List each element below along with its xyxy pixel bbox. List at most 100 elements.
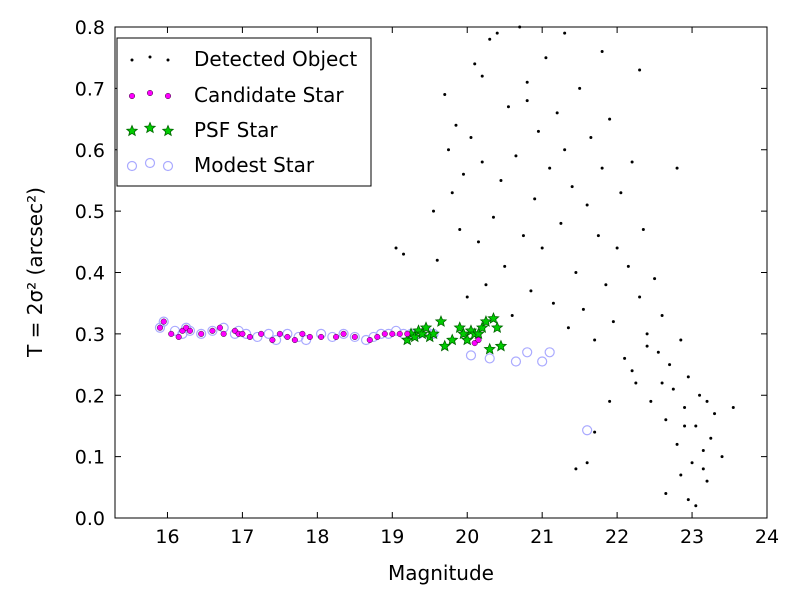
detected-object-point bbox=[698, 393, 702, 397]
detected-object-point bbox=[690, 461, 694, 465]
candidate-star-point bbox=[168, 330, 175, 337]
detected-object-point bbox=[499, 178, 503, 182]
y-tick-label: 0.5 bbox=[75, 201, 105, 223]
modest-star-point bbox=[522, 347, 533, 358]
modest-star-point bbox=[510, 356, 522, 367]
detected-object-point bbox=[450, 191, 454, 195]
detected-object-point bbox=[660, 381, 664, 385]
detected-object-point bbox=[626, 264, 630, 268]
detected-object-point bbox=[686, 375, 690, 379]
detected-object-point bbox=[638, 295, 642, 299]
candidate-star-point bbox=[239, 330, 246, 337]
detected-object-point bbox=[435, 258, 439, 262]
detected-object-point bbox=[566, 326, 570, 330]
candidate-star-point bbox=[156, 324, 163, 331]
y-tick-label: 0.6 bbox=[75, 140, 105, 162]
detected-object-point bbox=[630, 369, 634, 373]
candidate-star-point bbox=[246, 333, 253, 340]
detected-object-point bbox=[495, 31, 499, 35]
modest-star-point bbox=[338, 328, 349, 339]
x-tick-label: 19 bbox=[380, 526, 404, 548]
detected-object-point bbox=[574, 467, 578, 471]
psf-star-point bbox=[427, 327, 440, 340]
x-tick-label: 24 bbox=[755, 526, 779, 548]
detected-object-point bbox=[608, 399, 612, 403]
detected-object-point bbox=[600, 50, 604, 54]
legend-marker-candidate bbox=[146, 89, 153, 96]
detected-object-point bbox=[713, 412, 717, 416]
candidate-star-point bbox=[198, 330, 205, 337]
candidate-star-point bbox=[186, 327, 193, 334]
detected-object-point bbox=[476, 240, 480, 244]
candidate-star-point bbox=[475, 337, 482, 344]
psf-star-point bbox=[479, 315, 493, 327]
detected-object-point bbox=[630, 160, 634, 164]
candidate-star-point bbox=[333, 333, 340, 340]
detected-object-point bbox=[555, 111, 559, 115]
detected-object-point bbox=[705, 479, 709, 483]
candidate-star-point bbox=[404, 330, 411, 337]
detected-object-point bbox=[623, 356, 627, 360]
legend-box bbox=[116, 37, 372, 187]
y-tick-label: 0.1 bbox=[75, 447, 105, 469]
candidate-star-series bbox=[156, 318, 482, 347]
legend-label-psf: PSF Star bbox=[194, 118, 278, 142]
modest-star-point bbox=[196, 328, 207, 339]
detected-object-point bbox=[709, 436, 713, 440]
detected-object-point bbox=[619, 191, 623, 195]
modest-star-point bbox=[537, 356, 548, 367]
detected-object-point bbox=[503, 264, 507, 268]
detected-object-point bbox=[585, 461, 589, 465]
legend-marker-detected bbox=[166, 58, 170, 62]
detected-object-point bbox=[480, 160, 484, 164]
x-tick-label: 18 bbox=[305, 526, 329, 548]
legend-marker-modest bbox=[144, 157, 156, 169]
psf-star-point bbox=[408, 330, 421, 343]
x-tick-label: 22 bbox=[605, 526, 629, 548]
modest-star-point bbox=[158, 316, 169, 327]
x-tick-label: 23 bbox=[680, 526, 704, 548]
detected-object-point bbox=[394, 246, 398, 250]
detected-object-point bbox=[701, 467, 705, 471]
modest-star-point bbox=[207, 325, 218, 336]
detected-object-point bbox=[458, 228, 462, 232]
psf-star-point bbox=[446, 333, 459, 346]
candidate-star-point bbox=[216, 324, 223, 331]
detected-object-point bbox=[551, 301, 555, 305]
psf-star-point bbox=[453, 321, 466, 334]
detected-object-point bbox=[559, 221, 563, 225]
legend-label-candidate: Candidate Star bbox=[194, 83, 344, 107]
modest-star-point bbox=[263, 328, 274, 339]
detected-object-point bbox=[638, 68, 642, 72]
psf-star-point bbox=[487, 311, 500, 324]
detected-object-point bbox=[402, 252, 406, 256]
detected-object-series bbox=[394, 25, 735, 508]
detected-object-point bbox=[570, 185, 574, 189]
x-tick-label: 21 bbox=[530, 526, 554, 548]
candidate-star-point bbox=[396, 330, 403, 337]
detected-object-point bbox=[653, 277, 657, 281]
detected-object-point bbox=[656, 350, 660, 354]
legend-label-detected: Detected Object bbox=[194, 47, 357, 71]
y-axis-label: T = 2σ² (arcsec²) bbox=[23, 187, 47, 358]
detected-object-point bbox=[645, 332, 649, 336]
detected-object-point bbox=[694, 424, 698, 428]
detected-object-point bbox=[581, 307, 585, 311]
candidate-star-point bbox=[381, 330, 388, 337]
candidate-star-point bbox=[389, 330, 396, 337]
candidate-star-point bbox=[291, 337, 298, 344]
psf-star-point bbox=[401, 333, 414, 346]
psf-star-point bbox=[483, 342, 496, 355]
detected-object-point bbox=[563, 148, 567, 152]
detected-object-point bbox=[675, 166, 679, 170]
detected-object-point bbox=[593, 338, 597, 342]
detected-object-point bbox=[664, 418, 668, 422]
x-axis-label: Magnitude bbox=[388, 561, 494, 585]
legend-label-modest: Modest Star bbox=[194, 153, 315, 177]
detected-object-point bbox=[525, 99, 529, 103]
x-axis-ticks: 16 17 18 19 20 21 22 23 24 bbox=[155, 27, 779, 548]
psf-star-series bbox=[401, 311, 508, 355]
candidate-star-point bbox=[306, 333, 313, 340]
detected-object-point bbox=[679, 473, 683, 477]
